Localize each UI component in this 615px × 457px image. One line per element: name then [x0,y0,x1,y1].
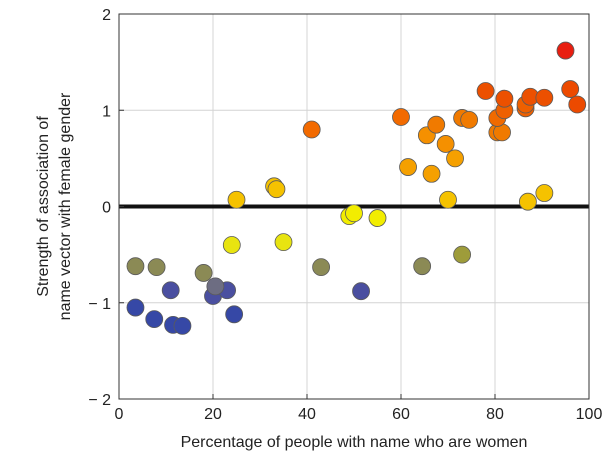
data-point-28 [422,164,441,183]
data-point-29 [446,149,464,168]
data-point-3 [173,316,192,335]
x-tick-label-80: 80 [486,406,504,423]
data-point-5 [161,281,180,300]
data-point-25 [519,192,537,211]
x-tick-label-0: 0 [115,406,124,423]
data-point-46 [535,88,554,107]
data-point-16 [222,236,241,254]
data-point-27 [399,158,417,176]
data-point-13 [312,258,331,277]
data-point-49 [556,41,575,60]
data-point-8 [352,282,370,301]
data-point-26 [535,184,554,202]
data-points [126,41,587,335]
data-point-14 [413,257,432,276]
data-point-9 [206,277,225,296]
x-tick-label-40: 40 [298,406,316,423]
y-axis-label-line-2: name vector with female gender [57,92,74,320]
data-point-21 [227,190,246,209]
data-point-24 [439,190,457,209]
data-point-48 [568,95,587,114]
x-axis-label: Percentage of people with name who are w… [181,434,528,451]
data-point-12 [194,264,213,282]
data-point-23 [267,180,286,199]
data-point-20 [368,209,387,227]
data-point-47 [561,80,580,98]
y-tick-label-1: 1 [102,103,111,120]
data-point-32 [302,120,321,139]
data-point-17 [274,233,293,252]
data-point-11 [147,258,166,277]
y-tick-label-0: 0 [102,200,111,217]
data-point-34 [427,115,446,134]
data-point-4 [225,305,244,324]
data-point-19 [345,204,363,223]
y-tick-label--1: − 1 [88,296,111,313]
x-tick-label-20: 20 [204,406,222,423]
x-tick-label-100: 100 [576,406,603,423]
data-point-1 [145,310,164,329]
x-tick-label-60: 60 [392,406,410,423]
data-point-15 [453,245,472,264]
data-point-43 [476,82,495,100]
data-point-30 [436,135,455,153]
axis-ticks: 0 20 40 60 80 100 − 2 − 1 0 1 2 [88,7,602,423]
data-point-0 [126,298,145,317]
data-point-44 [495,89,514,108]
data-point-10 [126,257,145,276]
data-point-33 [392,108,410,126]
data-point-36 [460,110,479,129]
y-axis-label-line-1: Strength of association of [35,116,52,297]
y-tick-label--2: − 2 [88,392,111,409]
y-tick-label-2: 2 [102,7,111,24]
